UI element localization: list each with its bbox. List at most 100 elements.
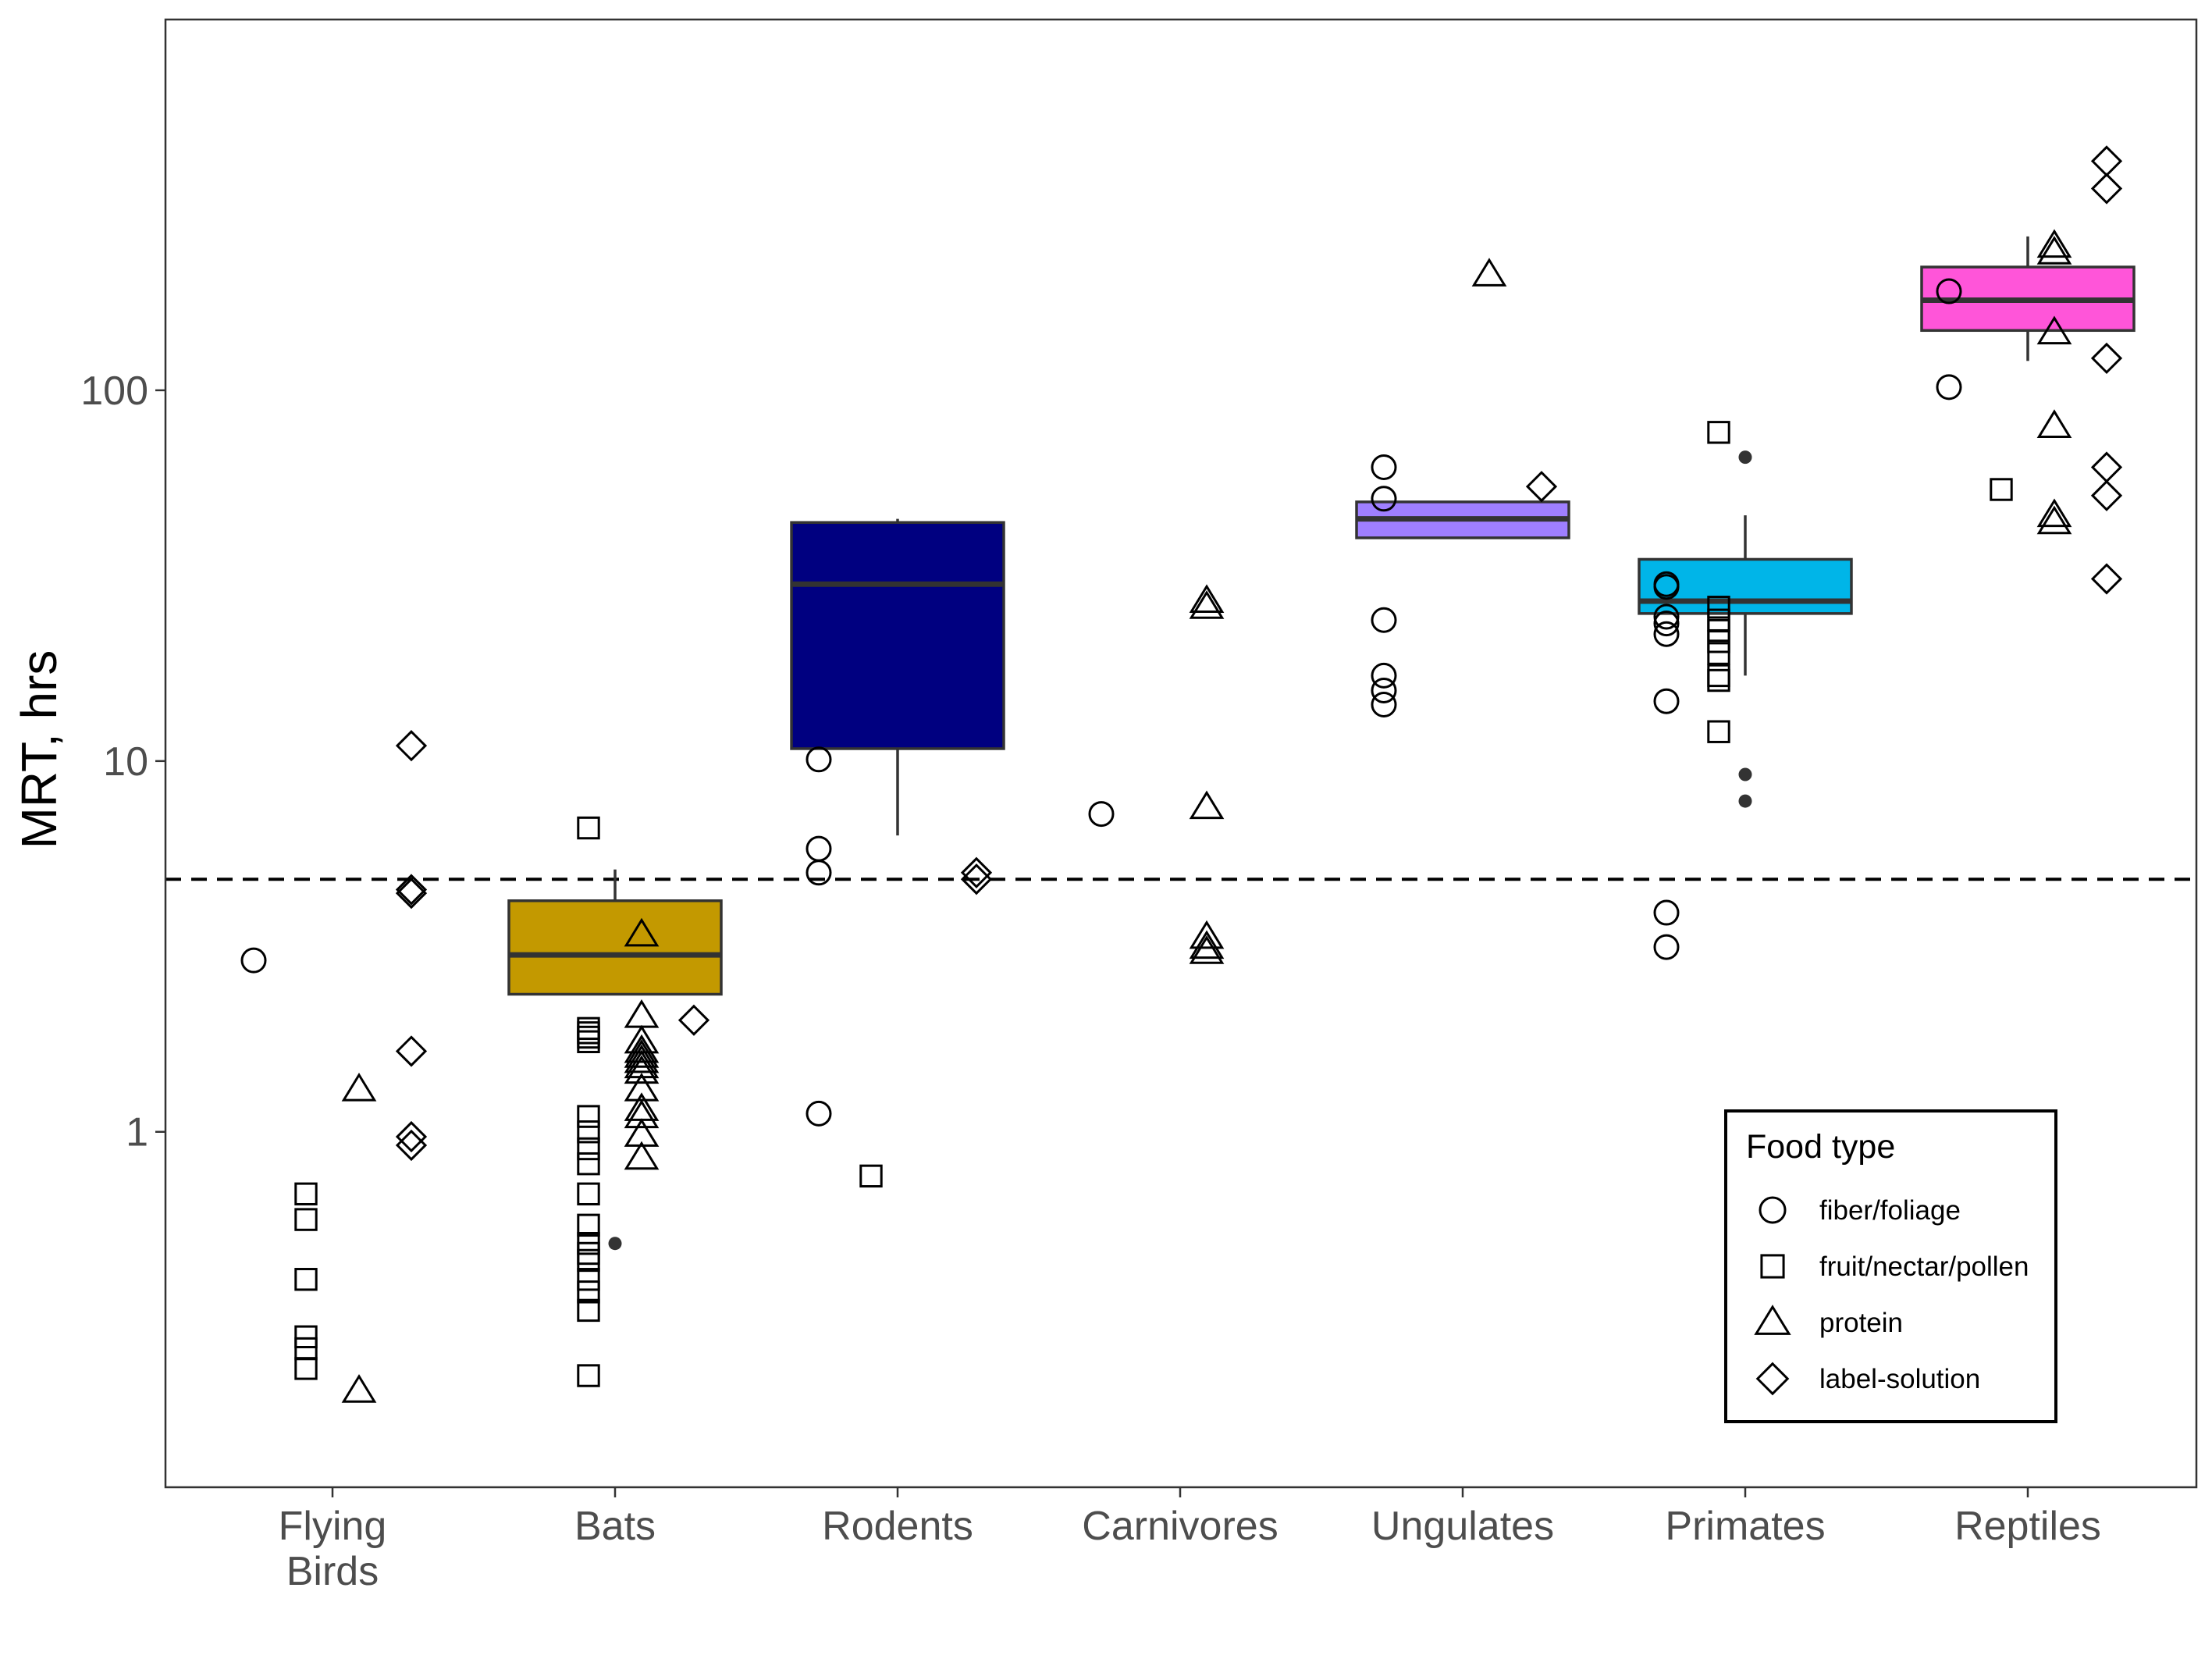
legend-key-fiber: [1759, 1196, 1787, 1224]
data-point-protein: [1189, 930, 1225, 959]
data-point-fruit: [1707, 630, 1730, 653]
data-point-fruit: [577, 1364, 600, 1387]
data-point-protein: [2036, 409, 2072, 438]
x-tick-label-carnivores: Carnivores: [1082, 1504, 1278, 1549]
data-point-fruit: [1990, 478, 2013, 501]
data-point-protein: [341, 1073, 377, 1102]
data-point-fruit: [577, 816, 600, 840]
points-layer: [240, 145, 2123, 1403]
box-outlier: [1738, 767, 1752, 781]
data-point-protein: [1189, 935, 1225, 964]
data-point-protein: [624, 1099, 660, 1129]
data-point-protein: [624, 917, 660, 947]
data-point-fruit: [1707, 642, 1730, 665]
data-point-fiber: [805, 860, 832, 886]
y-tick-label: 10: [103, 739, 148, 785]
box-bats: [507, 869, 723, 1251]
data-point-protein: [1471, 258, 1507, 287]
legend-label-protein: protein: [1819, 1308, 1903, 1338]
data-point-protein: [624, 1118, 660, 1147]
x-tick-label-bats: Bats: [574, 1504, 656, 1549]
data-point-fiber: [1653, 611, 1680, 637]
x-tick-label-primates: Primates: [1665, 1504, 1825, 1549]
x-tick-label-birds: Birds: [286, 1549, 379, 1594]
legend-label-fiber: fiber/foliage: [1819, 1195, 1961, 1226]
data-point-fruit: [294, 1208, 318, 1231]
legend-label-label: label-solution: [1819, 1364, 1980, 1394]
data-point-fruit: [577, 1152, 600, 1176]
data-point-fiber: [1371, 486, 1397, 512]
data-point-fruit: [294, 1182, 318, 1205]
data-point-label: [960, 856, 993, 888]
data-point-label: [2090, 479, 2123, 511]
data-point-fruit: [577, 1030, 600, 1054]
data-point-protein: [624, 1039, 660, 1068]
data-point-label: [2090, 342, 2123, 375]
data-point-label: [2090, 173, 2123, 205]
data-point-protein: [2036, 505, 2072, 535]
x-tick-label-reptiles: Reptiles: [1954, 1504, 2101, 1549]
box-primates: [1638, 450, 1853, 808]
data-point-label: [2090, 563, 2123, 595]
box-iqr: [507, 899, 723, 996]
box-ungulates: [1355, 500, 1570, 539]
data-point-fruit: [294, 1325, 318, 1348]
box-iqr: [790, 521, 1005, 750]
y-tick-label: 1: [126, 1110, 148, 1155]
box-outlier: [608, 1237, 622, 1251]
data-point-fiber: [1371, 662, 1397, 689]
data-point-protein: [1189, 920, 1225, 949]
data-point-label: [677, 1004, 710, 1036]
data-point-protein: [341, 1374, 377, 1403]
data-point-fruit: [577, 1137, 600, 1161]
x-tick-label-ungulates: Ungulates: [1371, 1504, 1554, 1549]
data-point-label: [960, 863, 993, 895]
data-point-protein: [1189, 584, 1225, 613]
legend-label-fruit: fruit/nectar/pollen: [1819, 1251, 2029, 1282]
data-point-protein: [2036, 315, 2072, 345]
data-point-fruit: [577, 1280, 600, 1304]
box-iqr: [1638, 557, 1853, 615]
box-outlier: [1738, 794, 1752, 808]
data-point-fiber: [805, 1100, 832, 1127]
data-point-label: [395, 1035, 428, 1067]
legend: Food type fiber/foliage fruit/nectar/polle…: [1724, 1109, 2057, 1423]
data-point-fiber: [1371, 677, 1397, 703]
legend-frame: [1724, 1109, 2057, 1423]
data-point-protein: [624, 1034, 660, 1063]
data-point-fruit: [1707, 720, 1730, 743]
data-point-protein: [2036, 229, 2072, 258]
data-point-fiber: [805, 746, 832, 773]
data-point-protein: [624, 1141, 660, 1170]
data-point-fiber: [1653, 688, 1680, 714]
legend-title: Food type: [1746, 1128, 1895, 1166]
data-point-label: [395, 1120, 428, 1153]
data-point-fiber: [240, 947, 267, 974]
data-point-fiber: [1371, 607, 1397, 633]
data-point-protein: [2036, 236, 2072, 265]
y-axis-title: MRT, hrs: [11, 650, 67, 849]
data-point-fiber: [1653, 603, 1680, 630]
data-point-fiber: [1653, 899, 1680, 926]
data-point-fiber: [1653, 574, 1680, 600]
box-outlier: [1738, 450, 1752, 465]
data-point-fruit: [1707, 421, 1730, 444]
box-rodents: [790, 518, 1005, 836]
x-tick-label-birds: Flying: [279, 1504, 387, 1549]
data-point-fiber: [1653, 621, 1680, 647]
data-point-fiber: [1088, 801, 1115, 828]
data-point-fruit: [859, 1164, 883, 1188]
legend-key-fruit: [1760, 1254, 1785, 1279]
data-point-label: [395, 878, 428, 910]
data-point-fiber: [1371, 454, 1397, 481]
data-point-fruit: [294, 1357, 318, 1380]
data-point-label: [395, 1129, 428, 1162]
data-point-fruit: [577, 1213, 600, 1237]
data-point-fruit: [577, 1120, 600, 1144]
data-point-fruit: [1707, 596, 1730, 619]
x-tick-label-rodents: Rodents: [822, 1504, 973, 1549]
data-point-protein: [624, 1055, 660, 1084]
data-point-fruit: [577, 1105, 600, 1128]
data-point-protein: [624, 1044, 660, 1073]
